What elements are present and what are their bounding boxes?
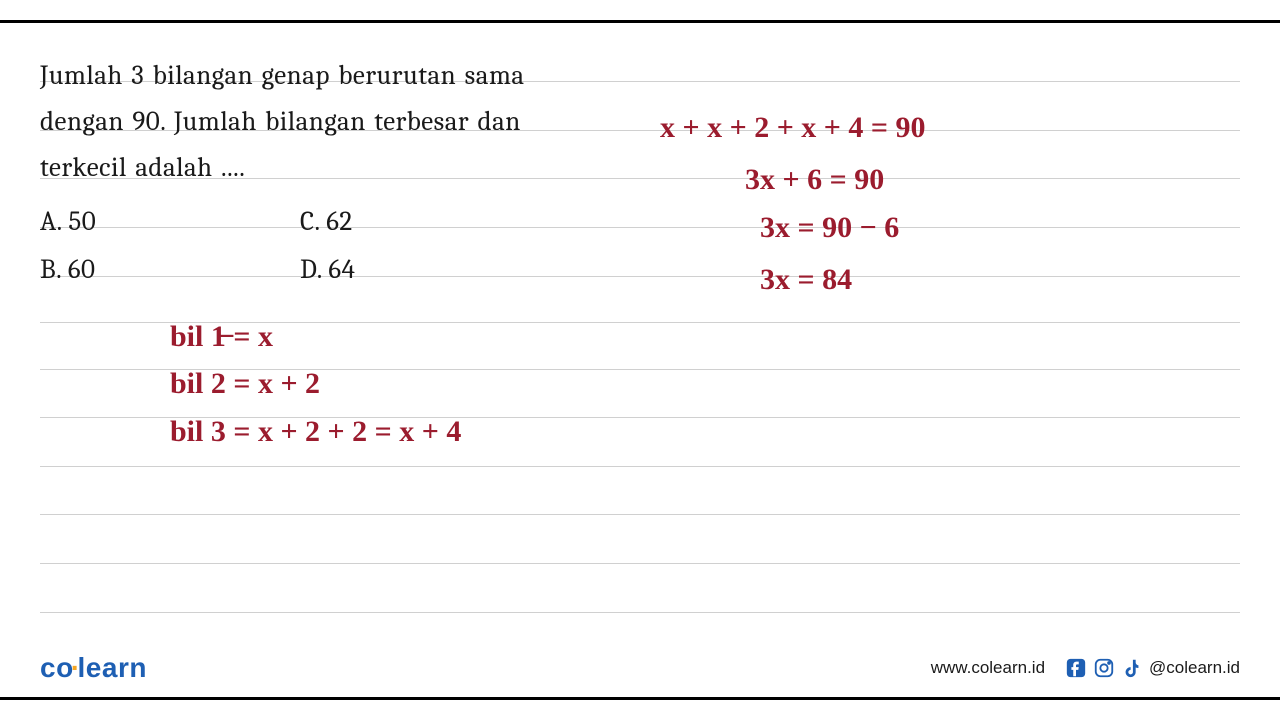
- options-col-left: A. 50 B. 60: [40, 199, 300, 295]
- footer-url: www.colearn.id: [931, 658, 1045, 678]
- content-area: Jumlah 3 bilangan genap berurutan sama d…: [0, 23, 1280, 697]
- logo-co: co: [40, 652, 74, 683]
- page-container: Jumlah 3 bilangan genap berurutan sama d…: [0, 20, 1280, 700]
- facebook-icon: [1065, 657, 1087, 679]
- question-line-3: terkecil adalah ....: [40, 145, 600, 191]
- option-b: B. 60: [40, 247, 300, 293]
- social-icons: @colearn.id: [1065, 657, 1240, 679]
- footer-handle: @colearn.id: [1149, 658, 1240, 678]
- handwriting-left-2: bil 2 = x + 2: [170, 367, 320, 401]
- option-a: A. 50: [40, 199, 300, 245]
- footer: co·learn www.colearn.id @colearn.id: [0, 639, 1280, 697]
- handwriting-left-1: bil 1̶ = x: [170, 320, 273, 354]
- brand-logo: co·learn: [40, 652, 147, 684]
- tiktok-icon: [1121, 657, 1143, 679]
- handwriting-right-1: x + x + 2 + x + 4 = 90: [660, 111, 925, 145]
- handwriting-right-2: 3x + 6 = 90: [745, 163, 884, 197]
- footer-right: www.colearn.id @colearn.id: [931, 657, 1240, 679]
- options-row: A. 50 B. 60 C. 62 D. 64: [40, 199, 600, 295]
- handwriting-right-4: 3x = 84: [760, 263, 852, 297]
- handwriting-right-3: 3x = 90 − 6: [760, 211, 899, 245]
- logo-learn: learn: [78, 652, 147, 683]
- handwriting-left-3: bil 3 = x + 2 + 2 = x + 4: [170, 415, 461, 449]
- option-d: D. 64: [300, 247, 560, 293]
- instagram-icon: [1093, 657, 1115, 679]
- question-block: Jumlah 3 bilangan genap berurutan sama d…: [40, 53, 600, 294]
- question-line-1: Jumlah 3 bilangan genap berurutan sama: [40, 53, 600, 99]
- question-line-2: dengan 90. Jumlah bilangan terbesar dan: [40, 99, 600, 145]
- option-c: C. 62: [300, 199, 560, 245]
- options-col-right: C. 62 D. 64: [300, 199, 560, 295]
